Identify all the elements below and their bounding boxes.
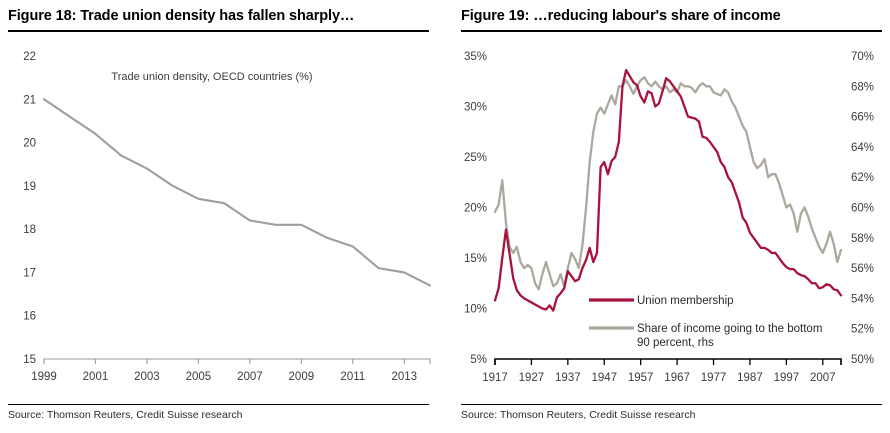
y-axis-tick-label: 17	[23, 267, 36, 279]
legend-label-union-membership: Union membership	[637, 295, 734, 307]
figure-18-panel: Figure 18: Trade union density has falle…	[0, 0, 437, 433]
x-axis-tick-label: 1957	[628, 372, 654, 384]
x-axis-tick-label: 1927	[519, 372, 545, 384]
y-axis-right-tick-label: 52%	[851, 324, 874, 336]
x-axis-tick-label: 1937	[555, 372, 581, 384]
figure-19-source-rule	[461, 404, 882, 405]
x-axis-tick-label: 2011	[340, 371, 365, 383]
x-axis-line	[43, 358, 431, 364]
series-line-union-membership	[493, 68, 843, 312]
legend-label-income-share: Share of income going to the bottom	[637, 323, 822, 335]
figure-18-title-rule	[8, 30, 429, 32]
figure-19-chart: 35% 30% 25% 20% 15% 10% 5% 70% 68% 66% 64% 62% 60% 58…	[464, 51, 874, 384]
x-axis-tick-label: 1997	[774, 372, 800, 384]
x-axis-tick-label: 1917	[482, 372, 508, 384]
y-axis-tick-label: 15	[23, 354, 36, 366]
y-axis-tick-label: 20	[23, 138, 36, 150]
y-axis-right-tick-label: 56%	[851, 263, 874, 275]
x-axis-tick-label: 1977	[701, 372, 727, 384]
y-axis-right-tick-label: 64%	[851, 142, 874, 154]
y-axis-right-tick-label: 68%	[851, 81, 874, 93]
x-axis-tick-label: 1967	[664, 372, 690, 384]
figure-18-chart: 22 21 20 19 18 17 16 15 1999 2001 2003 2005 2007 2009…	[23, 51, 432, 383]
y-axis-tick-label: 21	[23, 94, 36, 106]
y-axis-right-tick-label: 66%	[851, 112, 874, 124]
x-axis-tick-label: 1999	[31, 371, 57, 383]
x-axis-line	[494, 358, 842, 365]
x-axis-tick-label: 2007	[810, 372, 836, 384]
y-axis-left-tick-label: 30%	[464, 102, 487, 114]
y-axis-right-tick-label: 60%	[851, 203, 874, 215]
y-axis-left-tick-label: 10%	[464, 304, 487, 316]
legend-label-income-share-line2: 90 percent, rhs	[637, 337, 714, 349]
y-axis-left-tick-label: 20%	[464, 203, 487, 215]
x-axis-tick-label: 2009	[289, 371, 315, 383]
figure-19-title-rule	[461, 30, 882, 32]
figure-19-plot-area: 35% 30% 25% 20% 15% 10% 5% 70% 68% 66% 64% 62% 60% 58…	[453, 34, 890, 400]
figure-19-title: Figure 19: …reducing labour's share of i…	[461, 8, 781, 24]
x-axis-tick-label: 2005	[186, 371, 212, 383]
y-axis-left-tick-label: 15%	[464, 253, 487, 265]
x-axis-tick-label: 2003	[134, 371, 160, 383]
figure-18-plot-area: 22 21 20 19 18 17 16 15 1999 2001 2003 2005 2007 2009…	[0, 34, 437, 400]
series-line-trade-union-density	[42, 98, 432, 287]
figure-19-panel: Figure 19: …reducing labour's share of i…	[453, 0, 890, 433]
y-axis-left-tick-label: 5%	[470, 354, 487, 366]
y-axis-left-tick-label: 25%	[464, 152, 487, 164]
y-axis-right-tick-label: 54%	[851, 293, 874, 305]
chart-subtitle: Trade union density, OECD countries (%)	[111, 71, 312, 83]
figure-18-title: Figure 18: Trade union density has falle…	[8, 8, 355, 24]
y-axis-right-tick-label: 50%	[851, 354, 874, 366]
y-axis-right-tick-label: 70%	[851, 51, 874, 63]
y-axis-tick-label: 16	[23, 311, 36, 323]
x-axis-tick-label: 2001	[83, 371, 109, 383]
y-axis-tick-label: 22	[23, 51, 36, 63]
x-axis-tick-label: 2007	[237, 371, 263, 383]
y-axis-right-tick-label: 58%	[851, 233, 874, 245]
series-line-income-share	[493, 76, 843, 291]
x-axis-tick-label: 1987	[737, 372, 763, 384]
x-axis-tick-label: 2013	[391, 371, 417, 383]
figure-18-source-rule	[8, 404, 429, 405]
figure-18-source: Source: Thomson Reuters, Credit Suisse r…	[8, 409, 243, 421]
y-axis-right-tick-label: 62%	[851, 172, 874, 184]
y-axis-tick-label: 19	[23, 181, 36, 193]
figure-19-source: Source: Thomson Reuters, Credit Suisse r…	[461, 409, 696, 421]
y-axis-tick-label: 18	[23, 224, 36, 236]
x-axis-tick-label: 1947	[591, 372, 617, 384]
y-axis-left-tick-label: 35%	[464, 51, 487, 63]
